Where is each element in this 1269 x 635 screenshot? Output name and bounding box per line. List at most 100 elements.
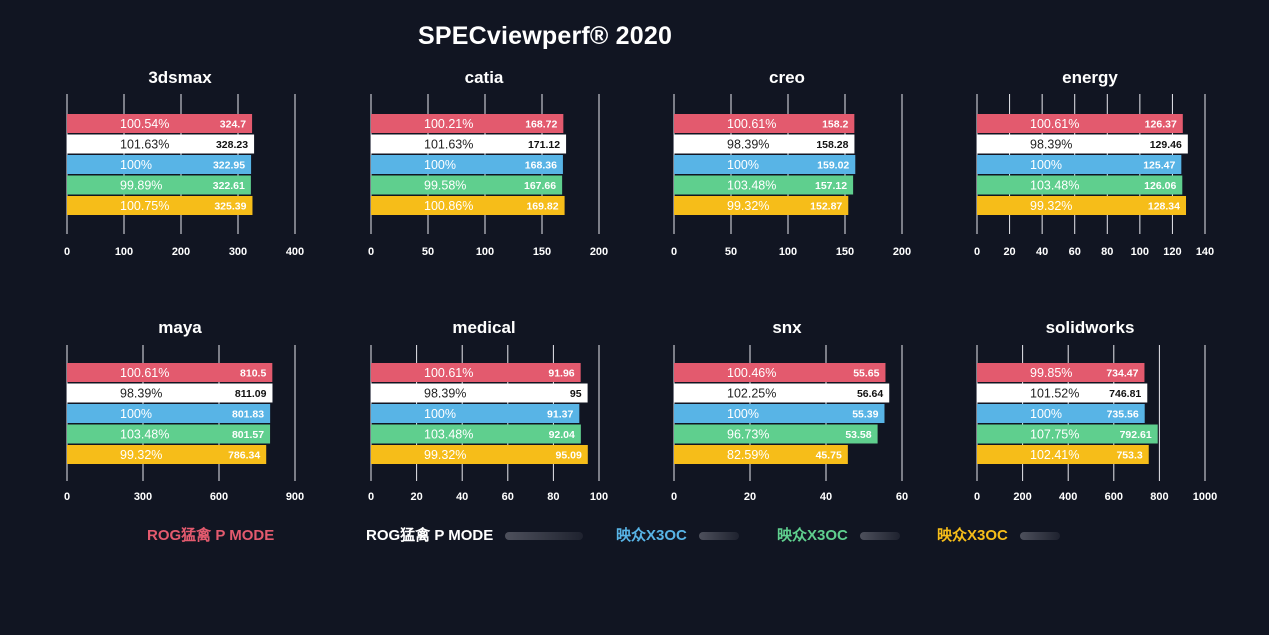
- value-label: 169.82: [526, 201, 558, 213]
- legend-blur: [698, 532, 739, 541]
- legend-item: ROG猛禽 P MODE: [366, 524, 584, 545]
- percent-label: 100%: [1030, 158, 1062, 172]
- tick-label: 0: [368, 491, 374, 503]
- tick-label: 40: [1036, 246, 1048, 258]
- tick-label: 600: [210, 491, 228, 503]
- bar: [371, 363, 581, 382]
- tick-label: 0: [974, 491, 980, 503]
- bar: [674, 196, 849, 215]
- value-label: 328.23: [216, 139, 248, 151]
- percent-label: 100.61%: [727, 117, 776, 131]
- tick-label: 150: [533, 246, 551, 258]
- tick-label: 200: [1013, 491, 1031, 503]
- value-label: 95: [570, 388, 582, 400]
- bar: [977, 175, 1183, 195]
- percent-label: 100%: [424, 158, 456, 172]
- tick-label: 120: [1163, 246, 1181, 258]
- value-label: 95.09: [556, 450, 582, 462]
- chart-title: catia: [465, 68, 504, 87]
- tick-label: 60: [502, 491, 514, 503]
- percent-label: 103.48%: [424, 428, 473, 442]
- bar: [977, 196, 1187, 215]
- tick-label: 80: [547, 491, 559, 503]
- value-label: 129.46: [1150, 139, 1182, 151]
- value-label: 53.58: [845, 429, 871, 441]
- chart-title: creo: [769, 68, 805, 87]
- percent-label: 96.73%: [727, 428, 769, 442]
- bar: [67, 114, 253, 133]
- percent-label: 100.46%: [727, 366, 776, 380]
- percent-label: 100%: [424, 407, 456, 421]
- value-label: 746.81: [1109, 388, 1141, 400]
- value-label: 324.7: [220, 119, 246, 131]
- tick-label: 100: [1131, 246, 1149, 258]
- value-label: 786.34: [228, 450, 260, 462]
- bar: [977, 383, 1148, 403]
- tick-label: 300: [134, 491, 152, 503]
- tick-label: 800: [1150, 491, 1168, 503]
- tick-label: 400: [286, 246, 304, 258]
- value-label: 55.65: [853, 368, 879, 380]
- tick-label: 100: [476, 246, 494, 258]
- percent-label: 99.32%: [424, 448, 466, 462]
- tick-label: 1000: [1193, 491, 1217, 503]
- percent-label: 100%: [727, 407, 759, 421]
- value-label: 125.47: [1143, 160, 1175, 172]
- percent-label: 100.61%: [120, 366, 169, 380]
- bar: [67, 404, 271, 423]
- legend-blur: [1019, 532, 1060, 541]
- chart-catia: catia 0 50 100 150 200 100.21% 168.72 101.63% 171…: [368, 68, 608, 258]
- value-label: 91.96: [548, 368, 574, 380]
- page-title: SPECviewperf® 2020: [418, 22, 673, 50]
- tick-label: 60: [1069, 246, 1081, 258]
- bar: [371, 424, 581, 444]
- tick-label: 40: [456, 491, 468, 503]
- value-label: 168.72: [525, 119, 557, 131]
- tick-label: 200: [590, 246, 608, 258]
- chart-title: snx: [772, 318, 802, 337]
- value-label: 91.37: [547, 409, 573, 421]
- legend-item: 映众X3OC: [616, 524, 739, 545]
- bar: [674, 134, 855, 154]
- value-label: 735.56: [1107, 409, 1139, 421]
- tick-label: 60: [896, 491, 908, 503]
- percent-label: 99.32%: [1030, 199, 1072, 213]
- value-label: 810.5: [240, 368, 266, 380]
- bar: [67, 445, 267, 464]
- bar: [371, 155, 563, 174]
- legend-blur: [859, 532, 900, 541]
- legend-label: 映众X3OC: [777, 527, 848, 544]
- bar: [674, 404, 885, 423]
- bar: [371, 196, 565, 215]
- percent-label: 101.52%: [1030, 387, 1079, 401]
- chart-energy: energy 0 20 40 60 80 100 120 140 100.61% 126.37 98.…: [974, 68, 1214, 258]
- value-label: 126.06: [1144, 180, 1176, 192]
- bar: [674, 114, 855, 133]
- percent-label: 99.32%: [120, 448, 162, 462]
- percent-label: 103.48%: [1030, 179, 1079, 193]
- percent-label: 100.61%: [1030, 117, 1079, 131]
- bar: [977, 114, 1183, 133]
- chart-maya: maya 0 300 600 900 100.61% 810.5 98.39% 811.09 10…: [64, 318, 304, 503]
- tick-label: 0: [671, 491, 677, 503]
- percent-label: 102.25%: [727, 387, 776, 401]
- value-label: 734.47: [1106, 368, 1138, 380]
- value-label: 152.87: [810, 201, 842, 213]
- legend-label: 映众X3OC: [937, 527, 1008, 544]
- tick-label: 0: [671, 246, 677, 258]
- chart-3dsmax: 3dsmax 0 100 200 300 400 100.54% 324.7 101.63% 32…: [64, 68, 304, 258]
- bar: [977, 134, 1188, 154]
- bar: [977, 155, 1182, 174]
- legend-label: 映众X3OC: [616, 527, 687, 544]
- percent-label: 101.63%: [424, 138, 473, 152]
- bar: [371, 383, 588, 403]
- tick-label: 400: [1059, 491, 1077, 503]
- tick-label: 20: [410, 491, 422, 503]
- percent-label: 100.21%: [424, 117, 473, 131]
- tick-label: 80: [1101, 246, 1113, 258]
- percent-label: 100.75%: [120, 199, 169, 213]
- bar: [977, 424, 1158, 444]
- percent-label: 100%: [727, 158, 759, 172]
- percent-label: 99.32%: [727, 199, 769, 213]
